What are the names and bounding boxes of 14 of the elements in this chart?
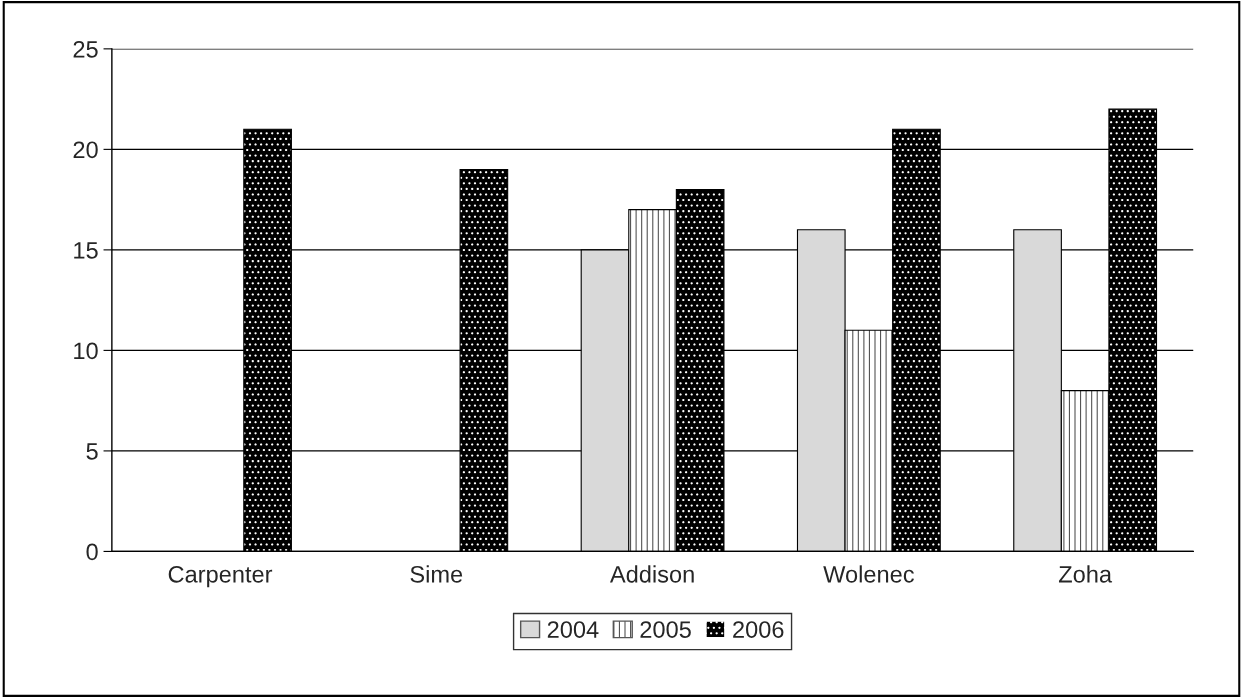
y-tick-label: 25 [73,40,98,58]
x-tick-label: Addison [609,565,694,583]
x-tick-label: Carpenter [168,565,273,588]
legend-label: 2004 [547,621,599,638]
x-tick-label: Sime [410,565,463,583]
x-tick-label: Wolenec [823,565,914,583]
y-tick-label: 5 [86,443,98,460]
legend-label: 2005 [640,621,691,638]
y-tick-label: 0 [86,543,98,561]
x-tick-label: Zoha [1058,565,1113,583]
y-tick-label: 15 [74,242,98,259]
y-tick-label: 20 [73,141,98,159]
y-tick-label: 10 [74,342,98,360]
legend-label: 2006 [733,621,784,638]
